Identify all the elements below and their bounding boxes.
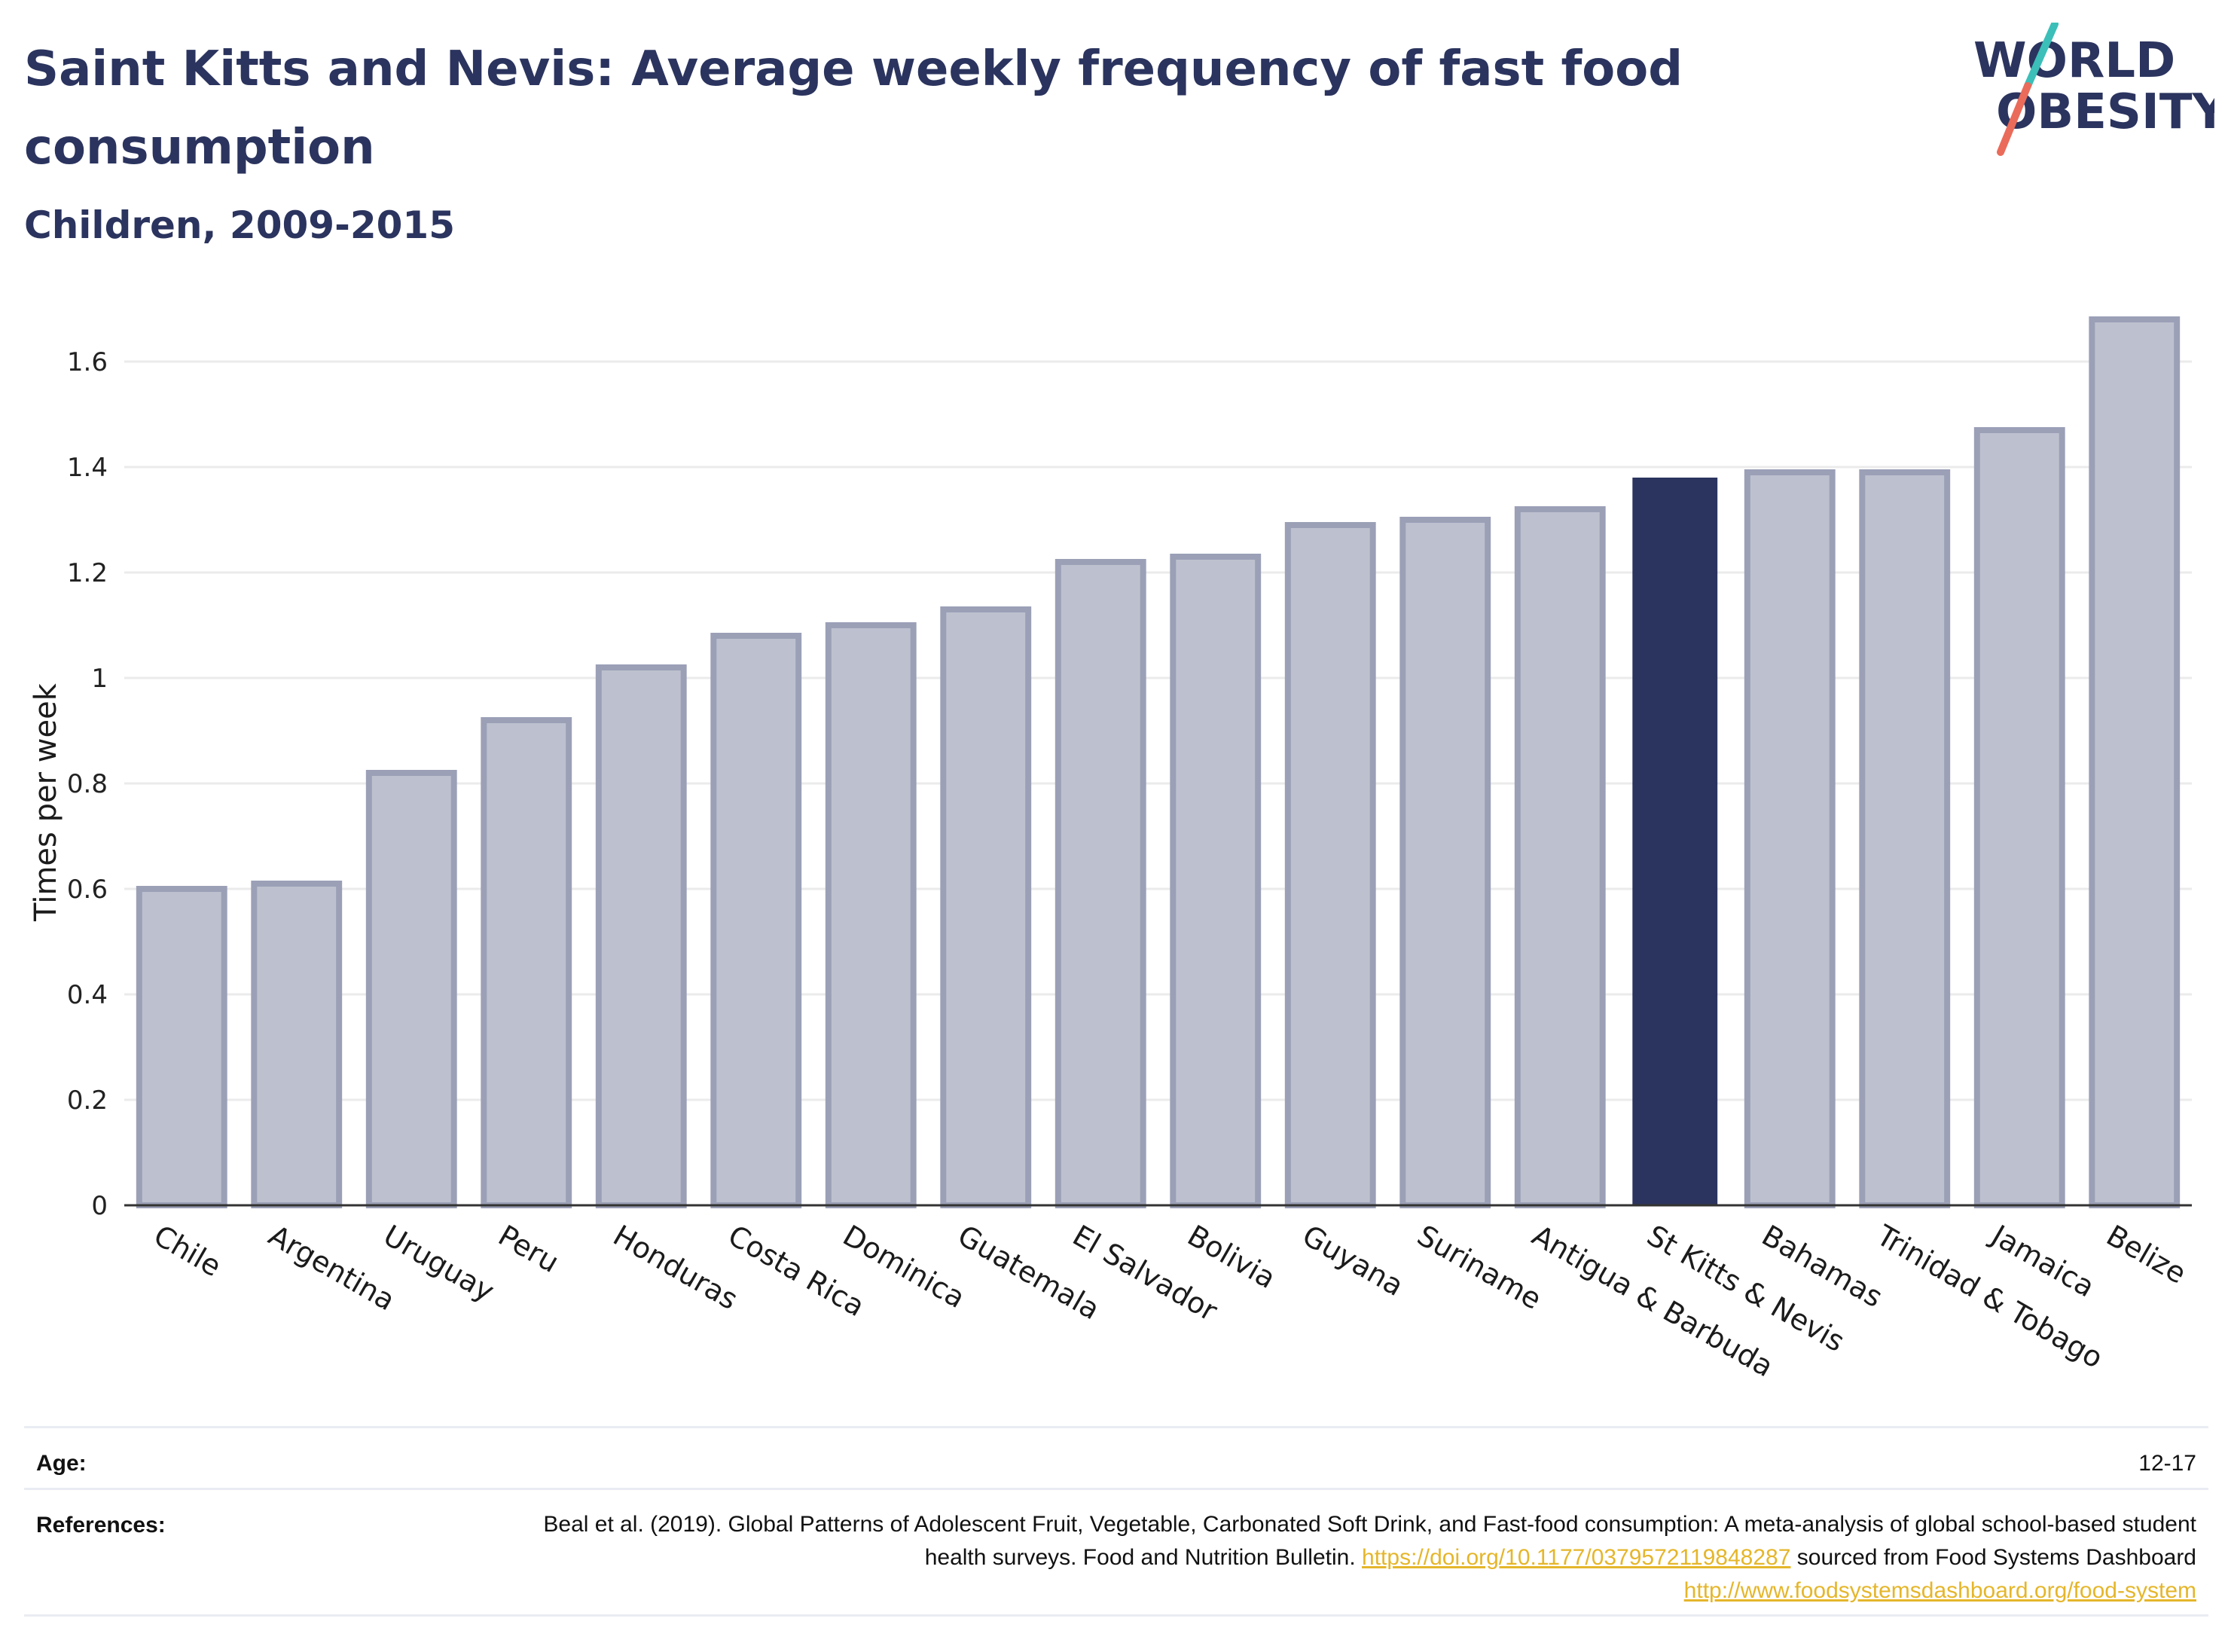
bar — [1744, 469, 1836, 1208]
x-tick-label: Suriname — [1412, 1219, 1547, 1316]
age-row: Age: 12-17 — [24, 1426, 2208, 1490]
logo-slash-top — [2024, 23, 2059, 90]
world-obesity-logo: WORLD OBESITY — [1973, 23, 2214, 156]
age-value: 12-17 — [2138, 1451, 2196, 1476]
references-source: sourced from Food Systems Dashboard — [1796, 1545, 2196, 1570]
y-axis-title: Times per week — [29, 682, 63, 922]
logo-line-2: OBESITY — [1996, 84, 2214, 140]
bar — [1514, 506, 1606, 1208]
chart-subtitle: Children, 2009-2015 — [24, 203, 455, 247]
bar — [1284, 522, 1376, 1208]
bar-chart: 00.20.40.60.811.21.41.6 Chile ArgentinaUr… — [29, 316, 2192, 1384]
y-axis-tick-labels: 0 0.2 0.4 0.6 0.8 1 1.2 1.4 1.6 — [67, 347, 108, 1221]
dashboard-link[interactable]: http://www.foodsystemsdashboard.org/food… — [1683, 1578, 2196, 1603]
logo-slash-bottom — [1997, 82, 2031, 156]
x-tick-label: Chile — [148, 1219, 227, 1284]
bar — [825, 622, 917, 1208]
bar — [710, 633, 802, 1208]
bar — [1054, 559, 1146, 1208]
logo-line-1: WORLD — [1973, 33, 2175, 89]
bars — [136, 316, 2181, 1208]
x-tick-label: Argentina — [263, 1219, 401, 1318]
x-tick-label: Belize — [2101, 1219, 2192, 1290]
gridlines — [124, 360, 2192, 1101]
bar — [2089, 316, 2181, 1208]
y-tick-label: 1.4 — [67, 453, 108, 483]
references-text: Beal et al. (2019). Global Patterns of A… — [539, 1508, 2196, 1608]
references-label: References: — [36, 1513, 166, 1537]
y-tick-label: 0.6 — [67, 875, 108, 905]
chart-title: Saint Kitts and Nevis: Average weekly fr… — [24, 41, 1683, 176]
age-label: Age: — [36, 1451, 87, 1476]
bar — [251, 881, 343, 1208]
bar — [940, 606, 1032, 1208]
bar — [1973, 427, 2065, 1208]
bar-highlighted — [1632, 478, 1718, 1205]
y-tick-label: 1 — [91, 664, 108, 694]
references-citation: Beal et al. (2019). Global Patterns of A… — [543, 1512, 2196, 1570]
bar — [365, 770, 457, 1208]
bar — [1399, 517, 1491, 1208]
x-tick-label: Guyana — [1297, 1219, 1409, 1302]
y-tick-label: 0.8 — [67, 769, 108, 799]
metadata-bottom-rule — [24, 1614, 2208, 1617]
doi-link[interactable]: https://doi.org/10.1177/0379572119848287 — [1362, 1545, 1791, 1570]
y-tick-label: 1.2 — [67, 558, 108, 588]
y-tick-label: 0 — [91, 1191, 108, 1221]
bar — [1170, 554, 1262, 1208]
bar — [136, 886, 227, 1208]
bar — [481, 717, 572, 1208]
x-tick-label: Peru — [493, 1219, 564, 1279]
bar — [1859, 469, 1951, 1208]
y-tick-label: 1.6 — [67, 347, 108, 377]
bar — [595, 664, 687, 1208]
y-tick-label: 0.2 — [67, 1086, 108, 1116]
x-tick-label: Honduras — [608, 1219, 743, 1317]
references-row: References: Beal et al. (2019). Global P… — [24, 1488, 2208, 1611]
y-tick-label: 0.4 — [67, 980, 108, 1010]
